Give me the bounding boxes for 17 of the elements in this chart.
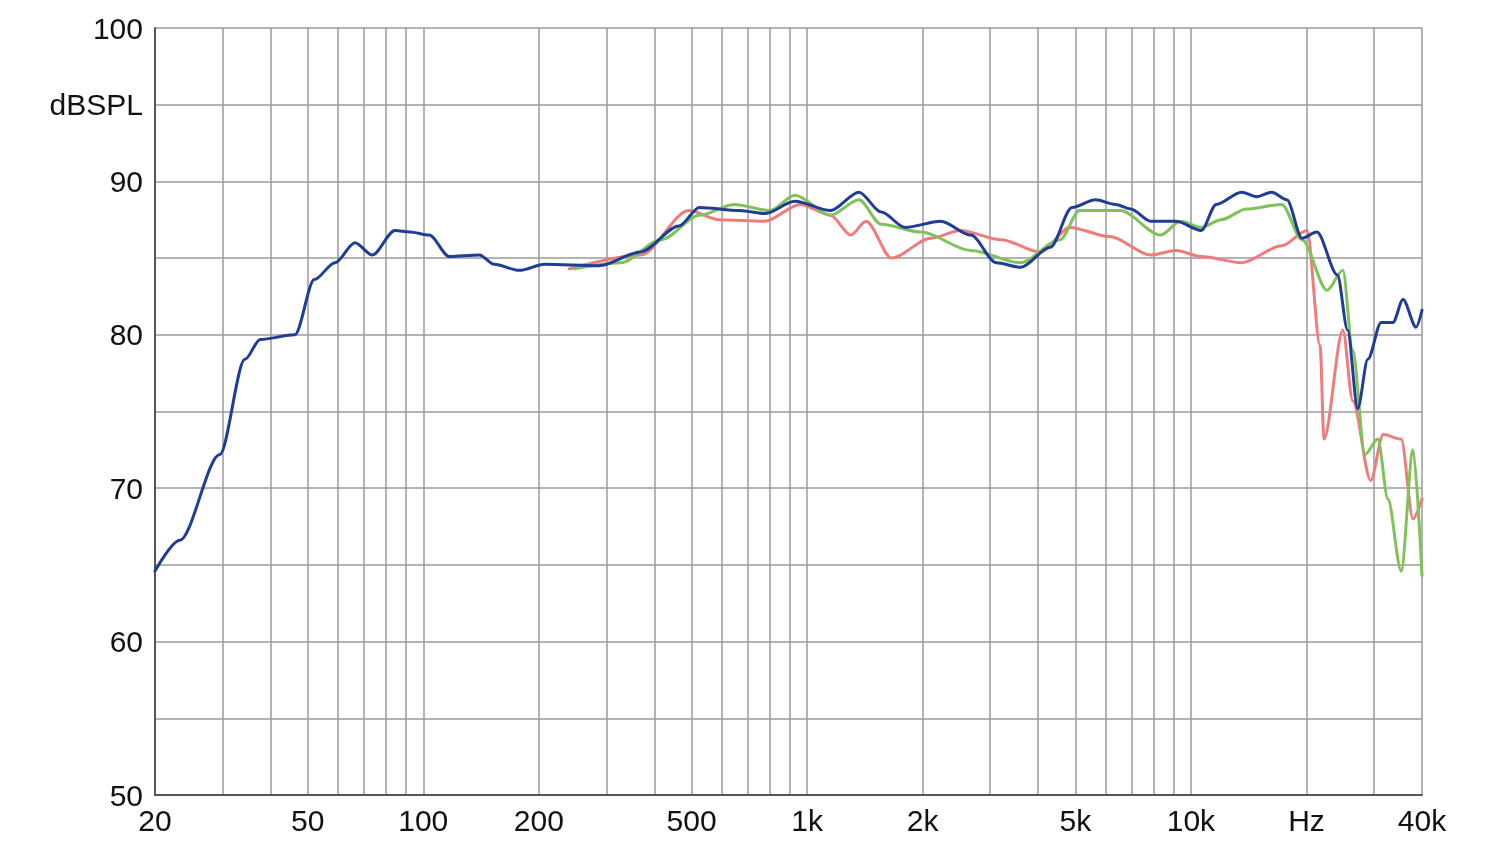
x-tick-label: Hz	[1288, 803, 1325, 837]
y-tick-label: 80	[109, 318, 143, 352]
x-tick-label: 50	[291, 803, 325, 837]
x-tick-label: 500	[666, 803, 717, 837]
x-tick-label: 5k	[1059, 803, 1093, 837]
y-tick-label: 70	[109, 471, 143, 505]
x-tick-label: 10k	[1166, 803, 1217, 837]
x-tick-label: 2k	[906, 803, 940, 837]
y-tick-label: 50	[109, 778, 143, 812]
x-tick-label: 200	[513, 803, 564, 837]
x-tick-label: 100	[398, 803, 449, 837]
y-tick-label: 60	[109, 625, 143, 659]
y-tick-label: 100	[92, 11, 143, 45]
y-tick-label: 90	[109, 164, 143, 198]
x-tick-label: 1k	[791, 803, 824, 837]
x-tick-label: 40k	[1397, 803, 1448, 837]
y-axis-title: dBSPL	[49, 88, 143, 122]
